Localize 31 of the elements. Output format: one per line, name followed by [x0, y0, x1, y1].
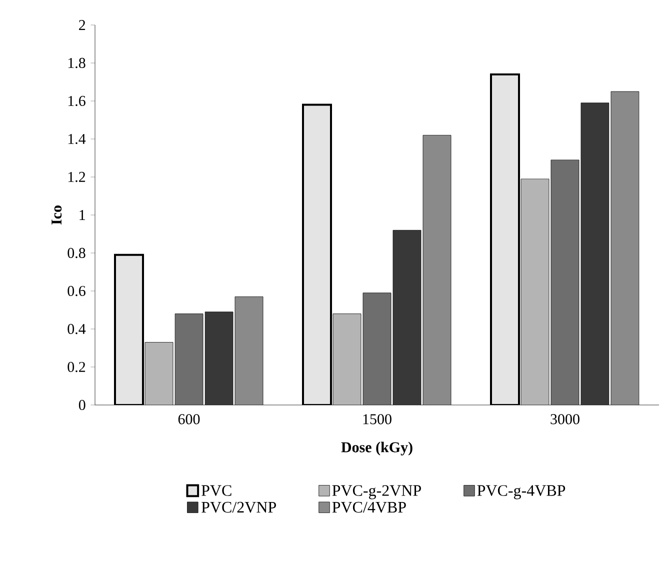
y-tick-label: 1 — [80, 210, 85, 220]
y-tick-label: 1.8 — [68, 58, 86, 68]
y-tick-label: 2 — [79, 20, 86, 30]
x-tick-label: 3000 — [550, 414, 580, 424]
bar — [333, 314, 361, 405]
x-axis-title: Dose (kGy) — [341, 442, 412, 456]
legend-label: PVC-g-2VNP — [332, 485, 421, 500]
y-tick-label: 1.6 — [68, 96, 86, 106]
bar — [610, 91, 640, 405]
bar — [490, 73, 520, 405]
y-axis-title: Ico — [52, 206, 62, 224]
y-tick-label: 0.4 — [68, 324, 86, 334]
y-tick-label: 1.4 — [68, 134, 86, 144]
bar — [423, 135, 451, 405]
legend-label: PVC/2VNP — [202, 502, 276, 513]
legend-label: PVC — [202, 485, 232, 496]
y-tick-label: 0.8 — [68, 248, 86, 258]
x-tick-label: 600 — [178, 414, 200, 424]
y-tick-label: 0.6 — [68, 286, 86, 296]
bar — [550, 160, 580, 405]
x-tick-label: 1500 — [363, 414, 392, 424]
bar — [175, 314, 203, 405]
bar — [235, 296, 263, 405]
bar — [363, 292, 391, 405]
y-tick-label: 0.2 — [68, 362, 86, 372]
legend-label: PVC-g-4VBP — [477, 485, 566, 500]
y-tick-label: 0 — [78, 400, 86, 410]
y-tick-label: 1.2 — [68, 172, 86, 182]
bar — [145, 342, 174, 405]
bar — [520, 178, 550, 405]
legend-label: PVC/4VBP — [332, 502, 406, 513]
